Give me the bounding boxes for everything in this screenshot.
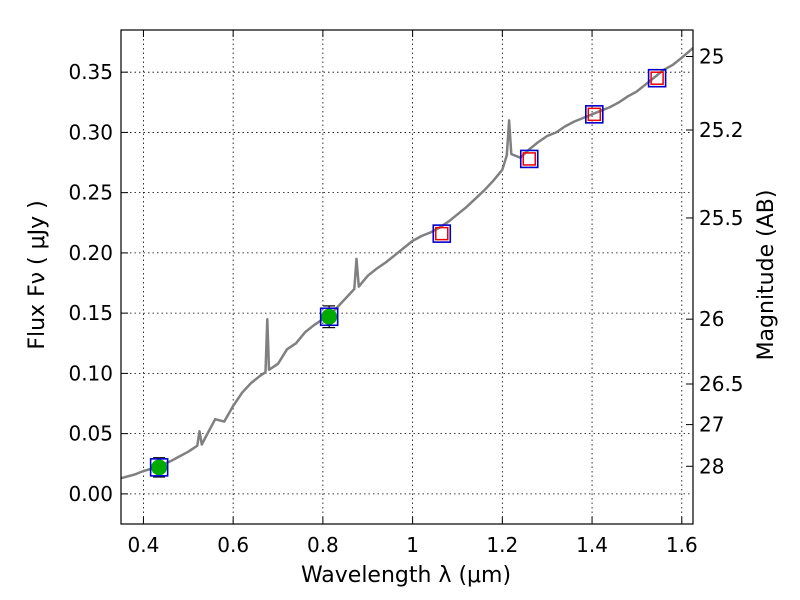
blue-square-marker	[585, 105, 604, 124]
red-square-marker	[587, 107, 602, 122]
y-tick-label: 0.00	[68, 482, 113, 506]
x-tick-label: 1.2	[486, 533, 518, 557]
model-spectrum	[120, 47, 694, 480]
x-tick-label: 0.6	[217, 533, 249, 557]
red-square-marker	[435, 226, 449, 241]
blue-square-marker	[519, 149, 539, 169]
y-tick-label: 0.15	[68, 301, 113, 325]
y-axis-right-label: Magnitude (AB)	[754, 190, 779, 361]
axis-ticks: 0.4 0.6 0.8 1 1.2 1.4 1.6 0.00 0.05 0.10 0.15 0.20 0…	[68, 30, 744, 557]
filled-data-point	[321, 308, 338, 325]
model-spectrum-line	[120, 47, 694, 480]
y-tick-label: 0.30	[68, 120, 113, 144]
blue-square-marker	[432, 224, 452, 243]
y-tick-label: 0.05	[68, 422, 113, 446]
y-axis-label: Flux Fν ( μJy )	[25, 200, 50, 349]
y-tick-label: 0.35	[68, 60, 113, 84]
magnitude-tick-label: 28	[699, 454, 724, 478]
magnitude-tick-label: 26	[699, 307, 724, 331]
x-tick-label: 1.4	[576, 533, 608, 557]
y-tick-label: 0.10	[68, 361, 113, 385]
magnitude-tick-label: 25.2	[699, 118, 744, 142]
red-square-marker	[522, 152, 537, 166]
magnitude-tick-label: 25	[699, 45, 724, 69]
magnitude-tick-label: 27	[699, 413, 724, 437]
x-tick-label: 0.4	[128, 533, 160, 557]
blue-square-marker	[647, 68, 667, 88]
blue-square-marker	[149, 458, 169, 477]
magnitude-tick-label: 26.5	[699, 372, 744, 396]
y-tick-label: 0.20	[68, 241, 113, 265]
x-tick-label: 0.8	[307, 533, 339, 557]
red-square-marker	[650, 71, 664, 85]
plot-frame	[120, 29, 694, 525]
photometry-points	[149, 68, 667, 478]
magnitude-tick-label: 25.5	[699, 206, 744, 230]
filled-data-point	[151, 459, 168, 476]
x-axis-label: Wavelength λ (μm)	[301, 563, 511, 588]
x-tick-label: 1	[406, 533, 419, 557]
x-tick-label: 1.6	[666, 533, 698, 557]
y-tick-label: 0.25	[68, 181, 113, 205]
grid	[121, 30, 693, 524]
blue-square-marker	[319, 307, 339, 327]
